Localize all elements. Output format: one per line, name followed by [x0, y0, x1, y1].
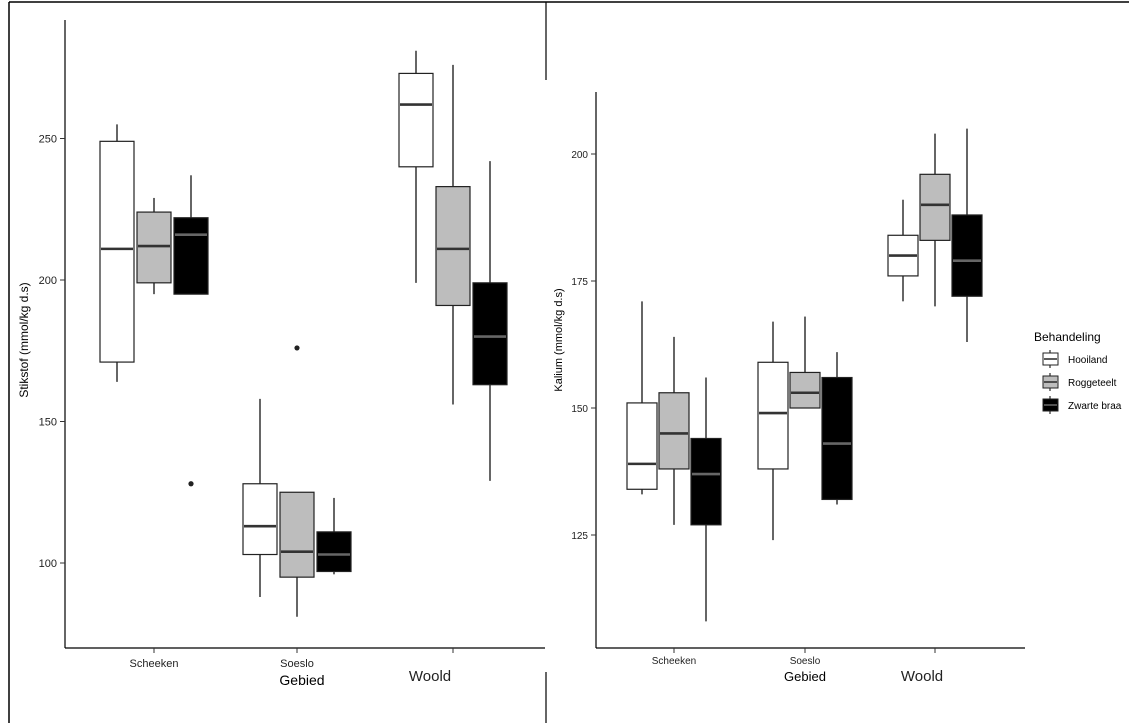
stikstof-y-tick-label: 100 [39, 558, 57, 570]
box-iqr [919, 173, 951, 241]
stikstof-box-zwarte-braak [173, 175, 209, 487]
kalium-y-tick-label: 150 [571, 404, 588, 415]
stikstof-x-ticks [153, 648, 454, 653]
kalium-y-axis-title: Kalium (mmol/kg d.s) [553, 288, 565, 391]
box-iqr [821, 376, 853, 501]
stikstof-box-hooiland [398, 50, 434, 283]
stikstof-axes [64, 20, 545, 649]
kalium-box-zwarte-braak [690, 377, 722, 622]
box-iqr [136, 211, 172, 284]
box-iqr [173, 217, 209, 295]
kalium-box-zwarte-braak [951, 128, 983, 342]
stikstof-box-hooiland [242, 398, 278, 597]
kalium-x-axis-title: Gebied [784, 669, 826, 684]
stikstof-x-tick-label: Scheeken [130, 658, 179, 670]
stikstof-y-axis-title: Stikstof (mmol/kg d.s) [17, 282, 31, 397]
box-outlier-point [188, 481, 194, 487]
stikstof-box-zwarte-braak [472, 161, 508, 481]
kalium-box-zwarte-braak [821, 352, 853, 505]
kalium-y-tick-label: 175 [571, 277, 588, 288]
stikstof-box-hooiland [99, 124, 135, 382]
kalium-box-roggeteelt [919, 133, 951, 307]
box-iqr [279, 491, 315, 578]
stikstof-y-tick-label: 200 [39, 275, 57, 287]
legend: Behandeling Hooiland Roggeteelt Zwarte bra… [1034, 330, 1122, 414]
stikstof-plot-area [99, 50, 508, 617]
kalium-axes [595, 92, 1025, 649]
panel-frames [8, 1, 1129, 723]
kalium-panel: 125 150 175 200 Kalium (mmol/kg d.s) Scheek… [553, 92, 1025, 685]
kalium-box-roggeteelt [789, 316, 821, 409]
kalium-box-roggeteelt [658, 336, 690, 525]
box-iqr [658, 392, 690, 470]
stikstof-box-zwarte-braak [316, 497, 352, 575]
stikstof-x-tick-label: Soeslo [280, 658, 314, 670]
stikstof-x-tick-label: Woold [409, 668, 451, 685]
stikstof-box-roggeteelt [435, 64, 471, 405]
stikstof-x-axis-title: Gebied [279, 672, 324, 688]
kalium-x-tick-label: Scheeken [652, 656, 696, 667]
box-outlier-point [294, 345, 300, 351]
stikstof-box-roggeteelt [136, 197, 172, 295]
kalium-x-tick-label: Woold [901, 668, 943, 685]
stikstof-y-tick-label: 250 [39, 134, 57, 146]
legend-title: Behandeling [1034, 330, 1101, 344]
legend-item: Roggeteelt [1042, 373, 1117, 391]
legend-item: Hooiland [1042, 350, 1107, 368]
legend-items: Hooiland Roggeteelt Zwarte braa [1042, 350, 1122, 414]
kalium-box-hooiland [626, 301, 658, 495]
stikstof-panel: 100 150 200 250 Stikstof (mmol/kg d.s) Sche… [17, 20, 545, 688]
box-iqr [951, 214, 983, 297]
kalium-box-hooiland [887, 199, 919, 302]
kalium-x-ticks [673, 648, 936, 653]
stikstof-y-tick-label: 150 [39, 417, 57, 429]
box-iqr [398, 72, 434, 168]
kalium-y-ticks: 125 150 175 200 [571, 150, 596, 542]
kalium-plot-area [626, 128, 983, 622]
legend-item-label: Hooiland [1068, 355, 1107, 366]
box-iqr [242, 483, 278, 556]
legend-item-label: Roggeteelt [1068, 378, 1117, 389]
legend-item: Zwarte braa [1042, 396, 1122, 414]
kalium-box-hooiland [757, 321, 789, 541]
stikstof-box-roggeteelt [279, 345, 315, 617]
box-iqr [757, 361, 789, 470]
kalium-y-tick-label: 125 [571, 531, 588, 542]
box-iqr [472, 282, 508, 386]
box-iqr [99, 140, 135, 363]
box-iqr [690, 437, 722, 526]
box-iqr [435, 186, 471, 307]
kalium-y-tick-label: 200 [571, 150, 588, 161]
box-iqr [789, 371, 821, 409]
box-iqr [316, 531, 352, 573]
stikstof-y-ticks: 100 150 200 250 [39, 134, 65, 570]
legend-item-label: Zwarte braa [1068, 401, 1122, 412]
kalium-x-tick-label: Soeslo [790, 656, 821, 667]
box-iqr [626, 402, 658, 490]
